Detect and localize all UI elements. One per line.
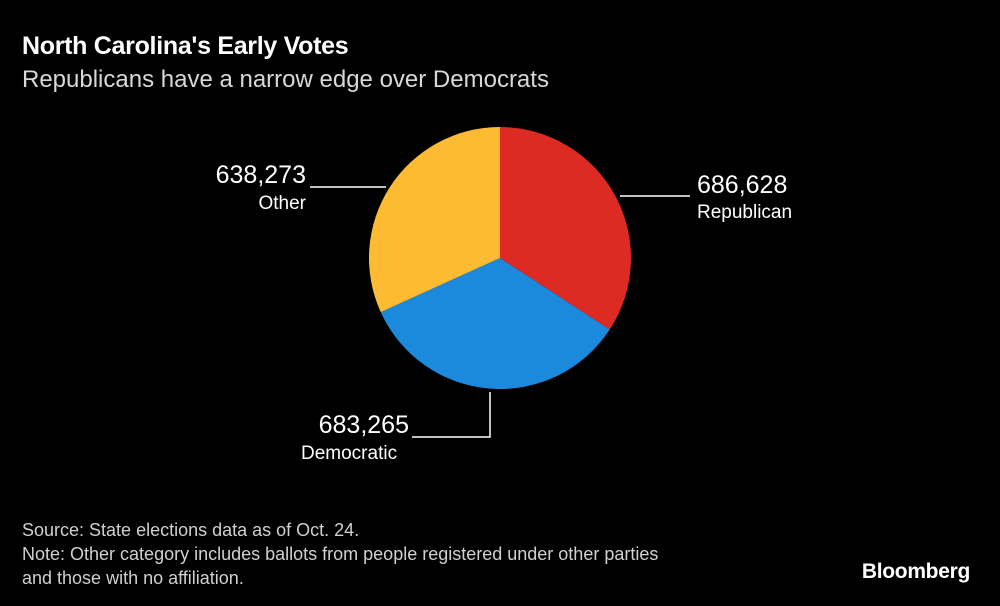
pie-slice-republican [500, 127, 631, 330]
pie-slice-democratic [380, 258, 610, 389]
chart-title: North Carolina's Early Votes [22, 32, 349, 60]
source-note: Source: State elections data as of Oct. … [22, 520, 360, 540]
leader-line-democratic [412, 392, 491, 438]
value-label-democratic: 683,265 [319, 411, 409, 439]
value-label-republican: 686,628 [697, 171, 787, 199]
category-label-republican: Republican [697, 202, 792, 223]
category-label-other: Other [258, 193, 306, 214]
pie-slices [369, 127, 631, 389]
chart-subtitle: Republicans have a narrow edge over Demo… [22, 66, 549, 93]
bloomberg-logo: Bloomberg [861, 560, 970, 583]
footnote-line-2: and those with no affiliation. [22, 568, 244, 588]
category-label-democratic: Democratic [301, 443, 397, 464]
footnote-line-1: Note: Other category includes ballots fr… [22, 544, 659, 564]
value-label-other: 638,273 [216, 161, 306, 189]
pie-chart: 686,628 Republican 638,273 Other 683,265… [216, 127, 792, 464]
chart-footer: Source: State elections data as of Oct. … [22, 518, 658, 590]
pie-slice-other [369, 127, 500, 313]
